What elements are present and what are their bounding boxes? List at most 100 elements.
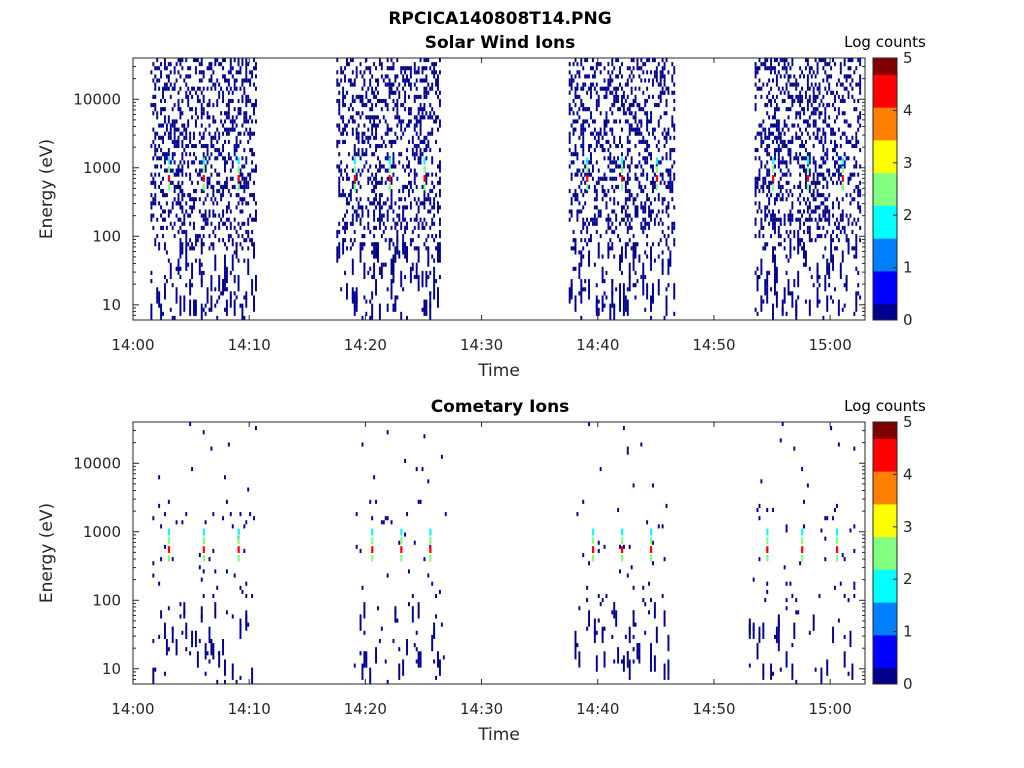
spectrogram-cell xyxy=(421,70,424,75)
spectrogram-cell xyxy=(378,213,381,218)
spectrogram-cell xyxy=(187,213,190,218)
x-tick-label: 14:40 xyxy=(576,336,619,354)
spectrogram-cell xyxy=(340,172,343,177)
spectrogram-cell xyxy=(163,131,166,136)
spectrogram-cell xyxy=(661,90,664,95)
spectrogram-cell xyxy=(768,168,771,173)
spectrogram-cell xyxy=(785,70,788,75)
spectrogram-cell xyxy=(795,82,798,87)
spectrogram-cell xyxy=(406,205,408,210)
spectrogram-cell xyxy=(626,242,629,247)
spectrogram-cell xyxy=(853,585,856,590)
spectrogram-cell xyxy=(580,180,583,185)
spectrogram-cell xyxy=(591,176,594,181)
colorbar-band xyxy=(873,107,897,112)
spectrogram-cell xyxy=(406,66,408,71)
spectrogram-cell xyxy=(237,98,240,104)
spectrogram-cell xyxy=(628,168,631,173)
spectrogram-cell xyxy=(603,189,606,194)
spectrogram-cell xyxy=(812,176,815,181)
spectrogram-cell xyxy=(338,107,341,112)
spectrogram-cell xyxy=(595,180,598,185)
spectrogram-cell xyxy=(615,98,618,104)
spectrogram-cell xyxy=(663,663,666,680)
spectrogram-cell xyxy=(251,148,254,153)
spectrogram-cell xyxy=(431,131,434,136)
spectrogram-cell xyxy=(377,156,379,161)
spectrogram-cell xyxy=(760,295,763,312)
spectrogram-cell xyxy=(202,430,205,435)
spectrogram-cell xyxy=(171,557,174,562)
spectrogram-cell xyxy=(212,184,215,189)
spectrogram-cell xyxy=(665,135,668,140)
spectrogram-cell xyxy=(344,66,347,71)
spectrogram-cell xyxy=(396,98,399,104)
spectrogram-cell xyxy=(781,184,784,189)
spectrogram-cell xyxy=(417,66,420,71)
spectrogram-cell xyxy=(243,221,246,226)
spectrogram-cell xyxy=(183,127,186,132)
y-tick-label: 10000 xyxy=(73,454,121,472)
spectrogram-cell xyxy=(175,143,178,149)
spectrogram-cell xyxy=(433,66,436,71)
spectrogram-cell xyxy=(425,74,428,79)
spectrogram-cell xyxy=(361,585,364,590)
spectrogram-cell xyxy=(404,197,407,202)
spectrogram-cell xyxy=(626,287,629,292)
spectrogram-cell xyxy=(404,242,407,259)
spectrogram-peak xyxy=(766,554,769,562)
spectrogram-cell xyxy=(208,62,211,67)
spectrogram-cell xyxy=(810,74,813,79)
spectrogram-cell xyxy=(163,160,166,165)
spectrogram-cell xyxy=(415,172,418,177)
spectrogram-cell xyxy=(227,139,230,144)
spectrogram-cell xyxy=(859,58,862,63)
colorbar-tick-label: 1 xyxy=(903,623,913,641)
spectrogram-cell xyxy=(770,234,773,239)
spectrogram-cell xyxy=(651,540,654,545)
spectrogram-cell xyxy=(171,107,174,112)
spectrogram-cell xyxy=(208,78,211,83)
colorbar-band xyxy=(873,626,897,632)
spectrogram-cell xyxy=(437,180,439,185)
spectrogram-cell xyxy=(233,119,236,124)
spectrogram-cell xyxy=(357,131,360,136)
spectrogram-cell xyxy=(191,115,194,120)
spectrogram-cell xyxy=(580,229,583,235)
spectrogram-cell xyxy=(768,135,771,140)
spectrogram-cell xyxy=(628,164,631,169)
spectrogram-cell xyxy=(429,115,432,120)
spectrogram-cell xyxy=(853,98,856,104)
spectrogram-cell xyxy=(415,659,418,664)
spectrogram-cell xyxy=(770,156,773,161)
spectrogram-cell xyxy=(628,197,631,202)
spectrogram-cell xyxy=(568,287,571,304)
spectrogram-cell xyxy=(849,74,852,79)
spectrogram-cell xyxy=(206,152,209,157)
spectrogram-cell xyxy=(762,82,765,87)
spectrogram-cell xyxy=(651,209,654,214)
spectrogram-cell xyxy=(799,94,802,99)
spectrogram-cell xyxy=(673,160,676,165)
spectrogram-cell xyxy=(638,643,641,648)
spectrogram-cell xyxy=(365,205,368,210)
spectrogram-cell xyxy=(351,127,354,132)
spectrogram-cell xyxy=(371,250,374,255)
spectrogram-cell xyxy=(859,193,862,198)
spectrogram-cell xyxy=(789,160,792,165)
spectrogram-cell xyxy=(421,66,424,71)
spectrogram-cell xyxy=(640,123,643,128)
spectrogram-cell xyxy=(413,115,416,120)
spectrogram-cell xyxy=(220,193,223,198)
spectrogram-cell xyxy=(619,254,621,271)
spectrogram-cell xyxy=(419,499,422,504)
spectrogram-cell xyxy=(202,225,205,230)
spectrogram-cell xyxy=(607,217,610,222)
spectrogram-cell xyxy=(655,70,658,75)
spectrogram-cell xyxy=(407,172,410,177)
spectrogram-cell xyxy=(582,160,585,165)
colorbar-band xyxy=(873,287,897,292)
spectrogram-cell xyxy=(167,131,170,136)
spectrogram-cell xyxy=(624,184,627,189)
spectrogram-cell xyxy=(347,152,350,157)
